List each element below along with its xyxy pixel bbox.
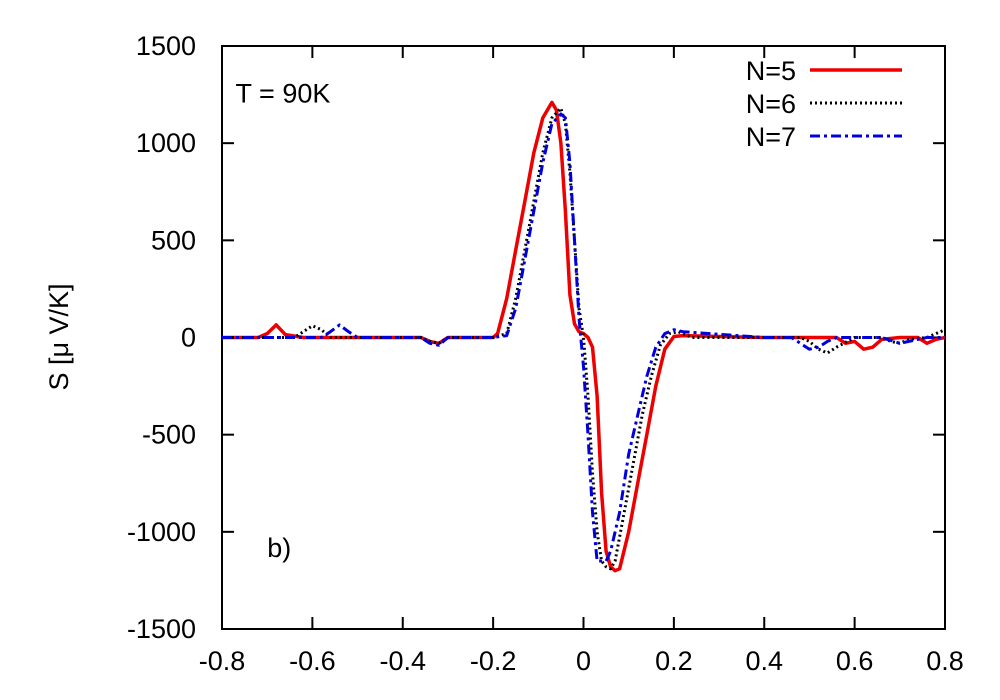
y-tick-label: -500 xyxy=(142,420,196,450)
y-tick-label: -1500 xyxy=(127,614,196,644)
x-tick-label: -0.8 xyxy=(199,646,246,676)
legend-label: N=5 xyxy=(746,56,796,86)
y-tick-label: -1000 xyxy=(127,517,196,547)
x-tick-labels: -0.8 -0.6 -0.4 -0.2 0 0.2 0.4 0.6 0.8 xyxy=(199,646,964,676)
series-lines xyxy=(222,100,945,573)
x-tick-label: -0.6 xyxy=(289,646,336,676)
y-axis-label: S [μ V/K] xyxy=(44,283,74,390)
legend: N=5N=6N=7 xyxy=(746,56,902,152)
x-tick-label: 0 xyxy=(576,646,591,676)
x-tick-label: 0.4 xyxy=(745,646,783,676)
x-tick-label: -0.2 xyxy=(470,646,517,676)
y-tick-label: 1000 xyxy=(136,128,196,158)
series-line-n7 xyxy=(222,112,945,563)
legend-label: N=6 xyxy=(746,89,796,119)
x-tick-label: 0.2 xyxy=(655,646,693,676)
x-tick-label: 0.6 xyxy=(836,646,874,676)
y-tick-label: 1500 xyxy=(136,31,196,61)
annotation: b) xyxy=(267,533,291,563)
annotations: T = 90K b) xyxy=(236,78,331,563)
axis-ticks xyxy=(221,45,946,630)
y-tick-label: 0 xyxy=(181,323,196,353)
x-tick-label: -0.4 xyxy=(379,646,426,676)
legend-label: N=7 xyxy=(746,122,796,152)
y-tick-label: 500 xyxy=(151,225,196,255)
x-tick-label: 0.8 xyxy=(926,646,964,676)
y-tick-labels: -1500 -1000 -500 0 500 1000 1500 xyxy=(127,31,196,644)
annotation: T = 90K xyxy=(236,78,331,108)
